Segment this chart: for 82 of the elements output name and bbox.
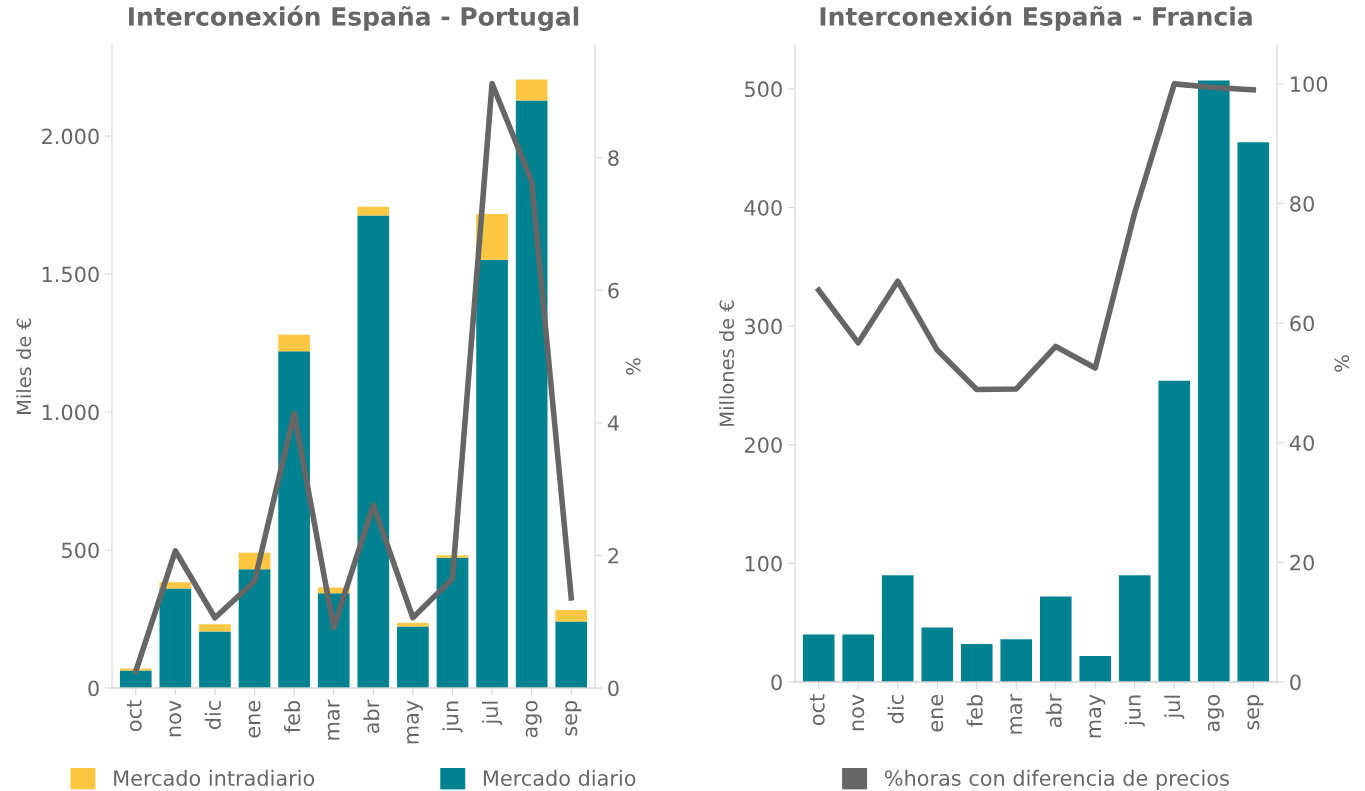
x-tick-label: oct [126, 700, 142, 732]
bar [1237, 142, 1270, 682]
x-tick-label: sep [1247, 694, 1264, 730]
x-tick-label: ago [525, 700, 542, 738]
y-tick-label: 100 [745, 555, 782, 572]
y-axis-title: Miles de € [16, 318, 32, 414]
y-tick-label: 500 [62, 542, 99, 559]
y2-tick-label: 20 [1290, 554, 1314, 571]
x-tick-label: ago [1207, 694, 1224, 732]
y-tick-label: 0 [771, 674, 782, 691]
y2-tick-label: 2 [608, 547, 618, 564]
x-tick-label: dic [887, 695, 904, 724]
x-tick-label: feb [966, 694, 983, 727]
bar [881, 575, 914, 682]
x-tick-label: oct [809, 694, 825, 726]
bar [921, 627, 954, 682]
y2-tick-label: 80 [1290, 195, 1314, 212]
y2-axis-title: % [1334, 355, 1350, 372]
bar [1079, 655, 1112, 682]
chart-title: Interconexión España - Portugal [129, 5, 579, 31]
y2-tick-label: 100 [1291, 76, 1328, 93]
y-axis-title: Millones de € [719, 300, 735, 426]
bar [397, 626, 429, 688]
y2-tick-label: 8 [608, 150, 619, 166]
bar [1000, 639, 1033, 682]
y2-tick-label: 60 [1290, 315, 1314, 332]
bar [278, 334, 310, 352]
bar [802, 634, 835, 682]
bar [476, 259, 508, 688]
bar [1039, 596, 1072, 682]
x-tick-label: jul [481, 701, 503, 725]
bar [357, 206, 390, 216]
y2-tick-label: 0 [608, 680, 619, 697]
bar [436, 557, 469, 688]
bar [1118, 575, 1151, 682]
x-tick-label: abr [363, 699, 380, 734]
legend-label: Mercado intradiario [114, 769, 315, 786]
y2-tick-label: 0 [1290, 674, 1301, 691]
legend-label: Mercado diario [483, 769, 636, 786]
x-tick-label: nov [169, 700, 182, 737]
x-tick-label: feb [284, 700, 301, 733]
y-tick-label: 300 [745, 318, 782, 335]
x-tick-label: sep [565, 700, 582, 736]
y2-tick-label: 4 [607, 415, 619, 431]
legend-label: %horas con diferencia de precios [884, 769, 1229, 791]
x-tick-label: nov [852, 694, 865, 731]
y2-tick-label: 6 [608, 282, 619, 299]
y-tick-label: 400 [744, 199, 782, 216]
bar [515, 100, 548, 688]
x-tick-label: may [1089, 694, 1106, 738]
x-tick-label: ene [931, 694, 944, 732]
y-tick-label: 200 [744, 437, 782, 453]
x-tick-label: dic [204, 701, 221, 730]
bar [515, 79, 548, 101]
y2-tick-label: 40 [1289, 435, 1314, 451]
x-tick-label: ene [248, 700, 261, 738]
y-tick-label: 1.500 [42, 266, 99, 283]
y-tick-label: 1.000 [42, 404, 99, 421]
y2-axis-title: % [625, 358, 641, 375]
bar [357, 215, 390, 688]
bar [278, 351, 310, 688]
bar [199, 631, 231, 688]
bar [842, 634, 875, 682]
x-tick-label: mar [327, 699, 340, 740]
bar [199, 624, 231, 632]
x-tick-label: jun [1124, 695, 1145, 727]
bar [1158, 380, 1191, 682]
bar [555, 621, 588, 688]
y-tick-label: 2.000 [42, 128, 99, 145]
x-tick-label: mar [1010, 693, 1023, 734]
x-tick-label: abr [1045, 693, 1062, 728]
y-tick-label: 0 [88, 680, 99, 697]
bar [238, 569, 271, 688]
x-tick-label: may [406, 700, 423, 744]
y-tick-label: 500 [745, 81, 782, 98]
x-tick-label: jun [442, 701, 463, 733]
chart-title: Interconexión España - Francia [820, 5, 1252, 31]
bar [159, 588, 192, 688]
bar [960, 644, 993, 682]
bar [555, 609, 588, 622]
x-tick-label: jul [1164, 695, 1185, 719]
bar [1197, 80, 1230, 682]
